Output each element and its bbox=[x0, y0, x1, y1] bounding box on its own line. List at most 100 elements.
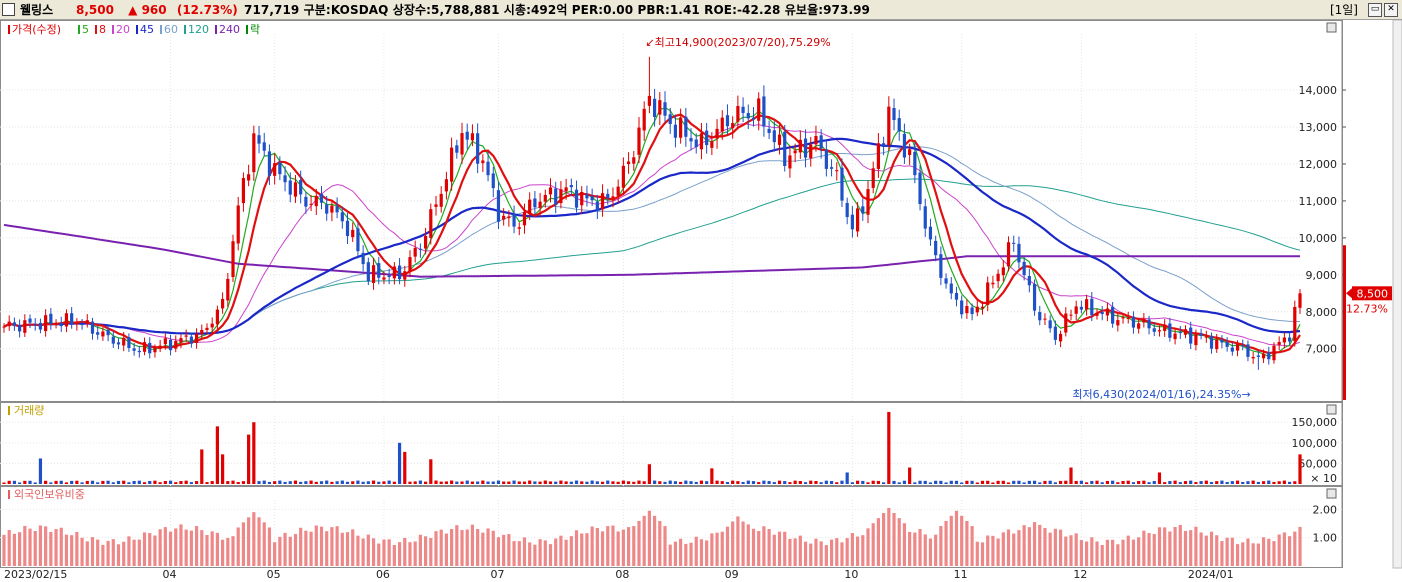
candle-body bbox=[1032, 284, 1037, 311]
foreign-bar bbox=[319, 526, 324, 566]
volume-bar bbox=[413, 481, 417, 484]
candle-body bbox=[96, 332, 100, 335]
y-tick-label: 8,000 bbox=[1306, 306, 1338, 319]
volume-bar bbox=[574, 480, 579, 484]
checkbox-icon[interactable] bbox=[2, 3, 15, 16]
candle-body bbox=[179, 338, 183, 343]
foreign-bar bbox=[470, 524, 475, 566]
legend-item[interactable]: 45 bbox=[140, 23, 154, 36]
foreign-bar bbox=[205, 534, 209, 566]
candle-body bbox=[465, 131, 469, 140]
period-selector[interactable]: [1일] bbox=[1329, 3, 1358, 17]
candle-body bbox=[850, 214, 854, 230]
candle-body bbox=[299, 179, 303, 195]
candle-body bbox=[522, 212, 527, 226]
volume-bar bbox=[200, 449, 204, 484]
volume-bar bbox=[309, 480, 313, 484]
volume-bar bbox=[1157, 472, 1162, 484]
volume-legend: 거래량 bbox=[14, 404, 44, 417]
foreign-bar bbox=[75, 532, 79, 566]
candle-body bbox=[184, 335, 188, 337]
volume-bar bbox=[1152, 481, 1156, 484]
candle-body bbox=[637, 127, 641, 155]
foreign-bar bbox=[887, 507, 891, 566]
volume-bar bbox=[1048, 480, 1052, 484]
volume-bar bbox=[1251, 480, 1255, 484]
candle-body bbox=[1131, 316, 1136, 328]
legend-item[interactable]: 120 bbox=[188, 23, 209, 36]
foreign-bar bbox=[731, 521, 735, 566]
foreign-bar bbox=[283, 532, 287, 566]
foreign-bar bbox=[923, 534, 927, 566]
volume-bar bbox=[226, 481, 230, 484]
legend-item[interactable]: 락 bbox=[250, 23, 260, 36]
candle-body bbox=[632, 157, 636, 164]
volume-bar bbox=[533, 481, 537, 484]
candle-body bbox=[788, 155, 792, 169]
volume-bar bbox=[767, 481, 771, 484]
y-tick-label: 10,000 bbox=[1299, 232, 1338, 245]
volume-bar bbox=[496, 480, 501, 484]
price-tag-text: 8,500 bbox=[1357, 287, 1389, 300]
volume-bar bbox=[1085, 482, 1089, 484]
legend-item[interactable]: 240 bbox=[219, 23, 240, 36]
legend-item[interactable]: 60 bbox=[164, 23, 178, 36]
volume-bars-group bbox=[2, 411, 1302, 484]
candle-body bbox=[626, 161, 631, 165]
candle-body bbox=[1100, 312, 1104, 315]
foreign-bar bbox=[871, 523, 875, 566]
volume-bar bbox=[371, 480, 376, 484]
close-icon[interactable]: ✕ bbox=[1384, 3, 1398, 17]
candle-body bbox=[158, 345, 162, 349]
volume-bar bbox=[106, 480, 110, 484]
volume-bar bbox=[450, 480, 454, 484]
foreign-tick-label: 2.00 bbox=[1313, 503, 1338, 516]
foreign-bar bbox=[1189, 530, 1193, 566]
foreign-bar bbox=[803, 541, 808, 566]
volume-bar bbox=[699, 480, 704, 484]
foreign-bars-group bbox=[2, 507, 1302, 566]
restore-icon[interactable]: ▭ bbox=[1368, 3, 1382, 17]
foreign-bar bbox=[465, 529, 469, 566]
volume-bar bbox=[1168, 481, 1172, 484]
foreign-bar bbox=[783, 531, 787, 566]
candle-body bbox=[538, 201, 542, 208]
foreign-bar bbox=[1043, 527, 1047, 566]
candle-body bbox=[1163, 324, 1167, 331]
volume-bar bbox=[1183, 481, 1188, 484]
volume-bar bbox=[1204, 480, 1208, 484]
candle-body bbox=[80, 324, 84, 326]
legend-item[interactable]: 5 bbox=[82, 23, 89, 36]
legend-marker bbox=[246, 25, 248, 34]
volume-bar bbox=[725, 481, 730, 484]
candle-body bbox=[996, 273, 1000, 282]
candle-body bbox=[153, 347, 157, 353]
foreign-bar bbox=[757, 530, 761, 566]
volume-bar bbox=[101, 480, 105, 484]
foreign-bar bbox=[1246, 538, 1250, 566]
volume-bar bbox=[876, 480, 881, 484]
foreign-bar bbox=[96, 539, 100, 566]
legend-item[interactable]: 8 bbox=[99, 23, 106, 36]
stock-chart[interactable]: 2023/02/15 04 05 06 07 08 09 10 11 12 2024/01 7,000… bbox=[0, 20, 1402, 582]
foreign-bar bbox=[309, 531, 313, 566]
legend-item[interactable]: 20 bbox=[116, 23, 130, 36]
legend-item[interactable]: 가격(수정) bbox=[12, 23, 61, 36]
foreign-bar bbox=[580, 533, 584, 566]
foreign-bar bbox=[18, 532, 22, 566]
candle-body bbox=[491, 173, 495, 189]
volume-bar bbox=[954, 480, 959, 484]
candle-body bbox=[496, 190, 501, 222]
candle-body bbox=[960, 300, 964, 315]
candle-body bbox=[1215, 339, 1219, 350]
foreign-bar bbox=[1293, 531, 1297, 566]
candle-body bbox=[741, 106, 745, 114]
foreign-bar bbox=[413, 541, 417, 566]
volume-bar bbox=[913, 482, 917, 484]
candle-body bbox=[991, 282, 995, 285]
volume-bar bbox=[54, 480, 58, 484]
volume-bar bbox=[319, 481, 324, 484]
foreign-bar bbox=[293, 534, 298, 566]
volume-bar bbox=[1100, 482, 1104, 484]
candle-body bbox=[606, 193, 610, 199]
